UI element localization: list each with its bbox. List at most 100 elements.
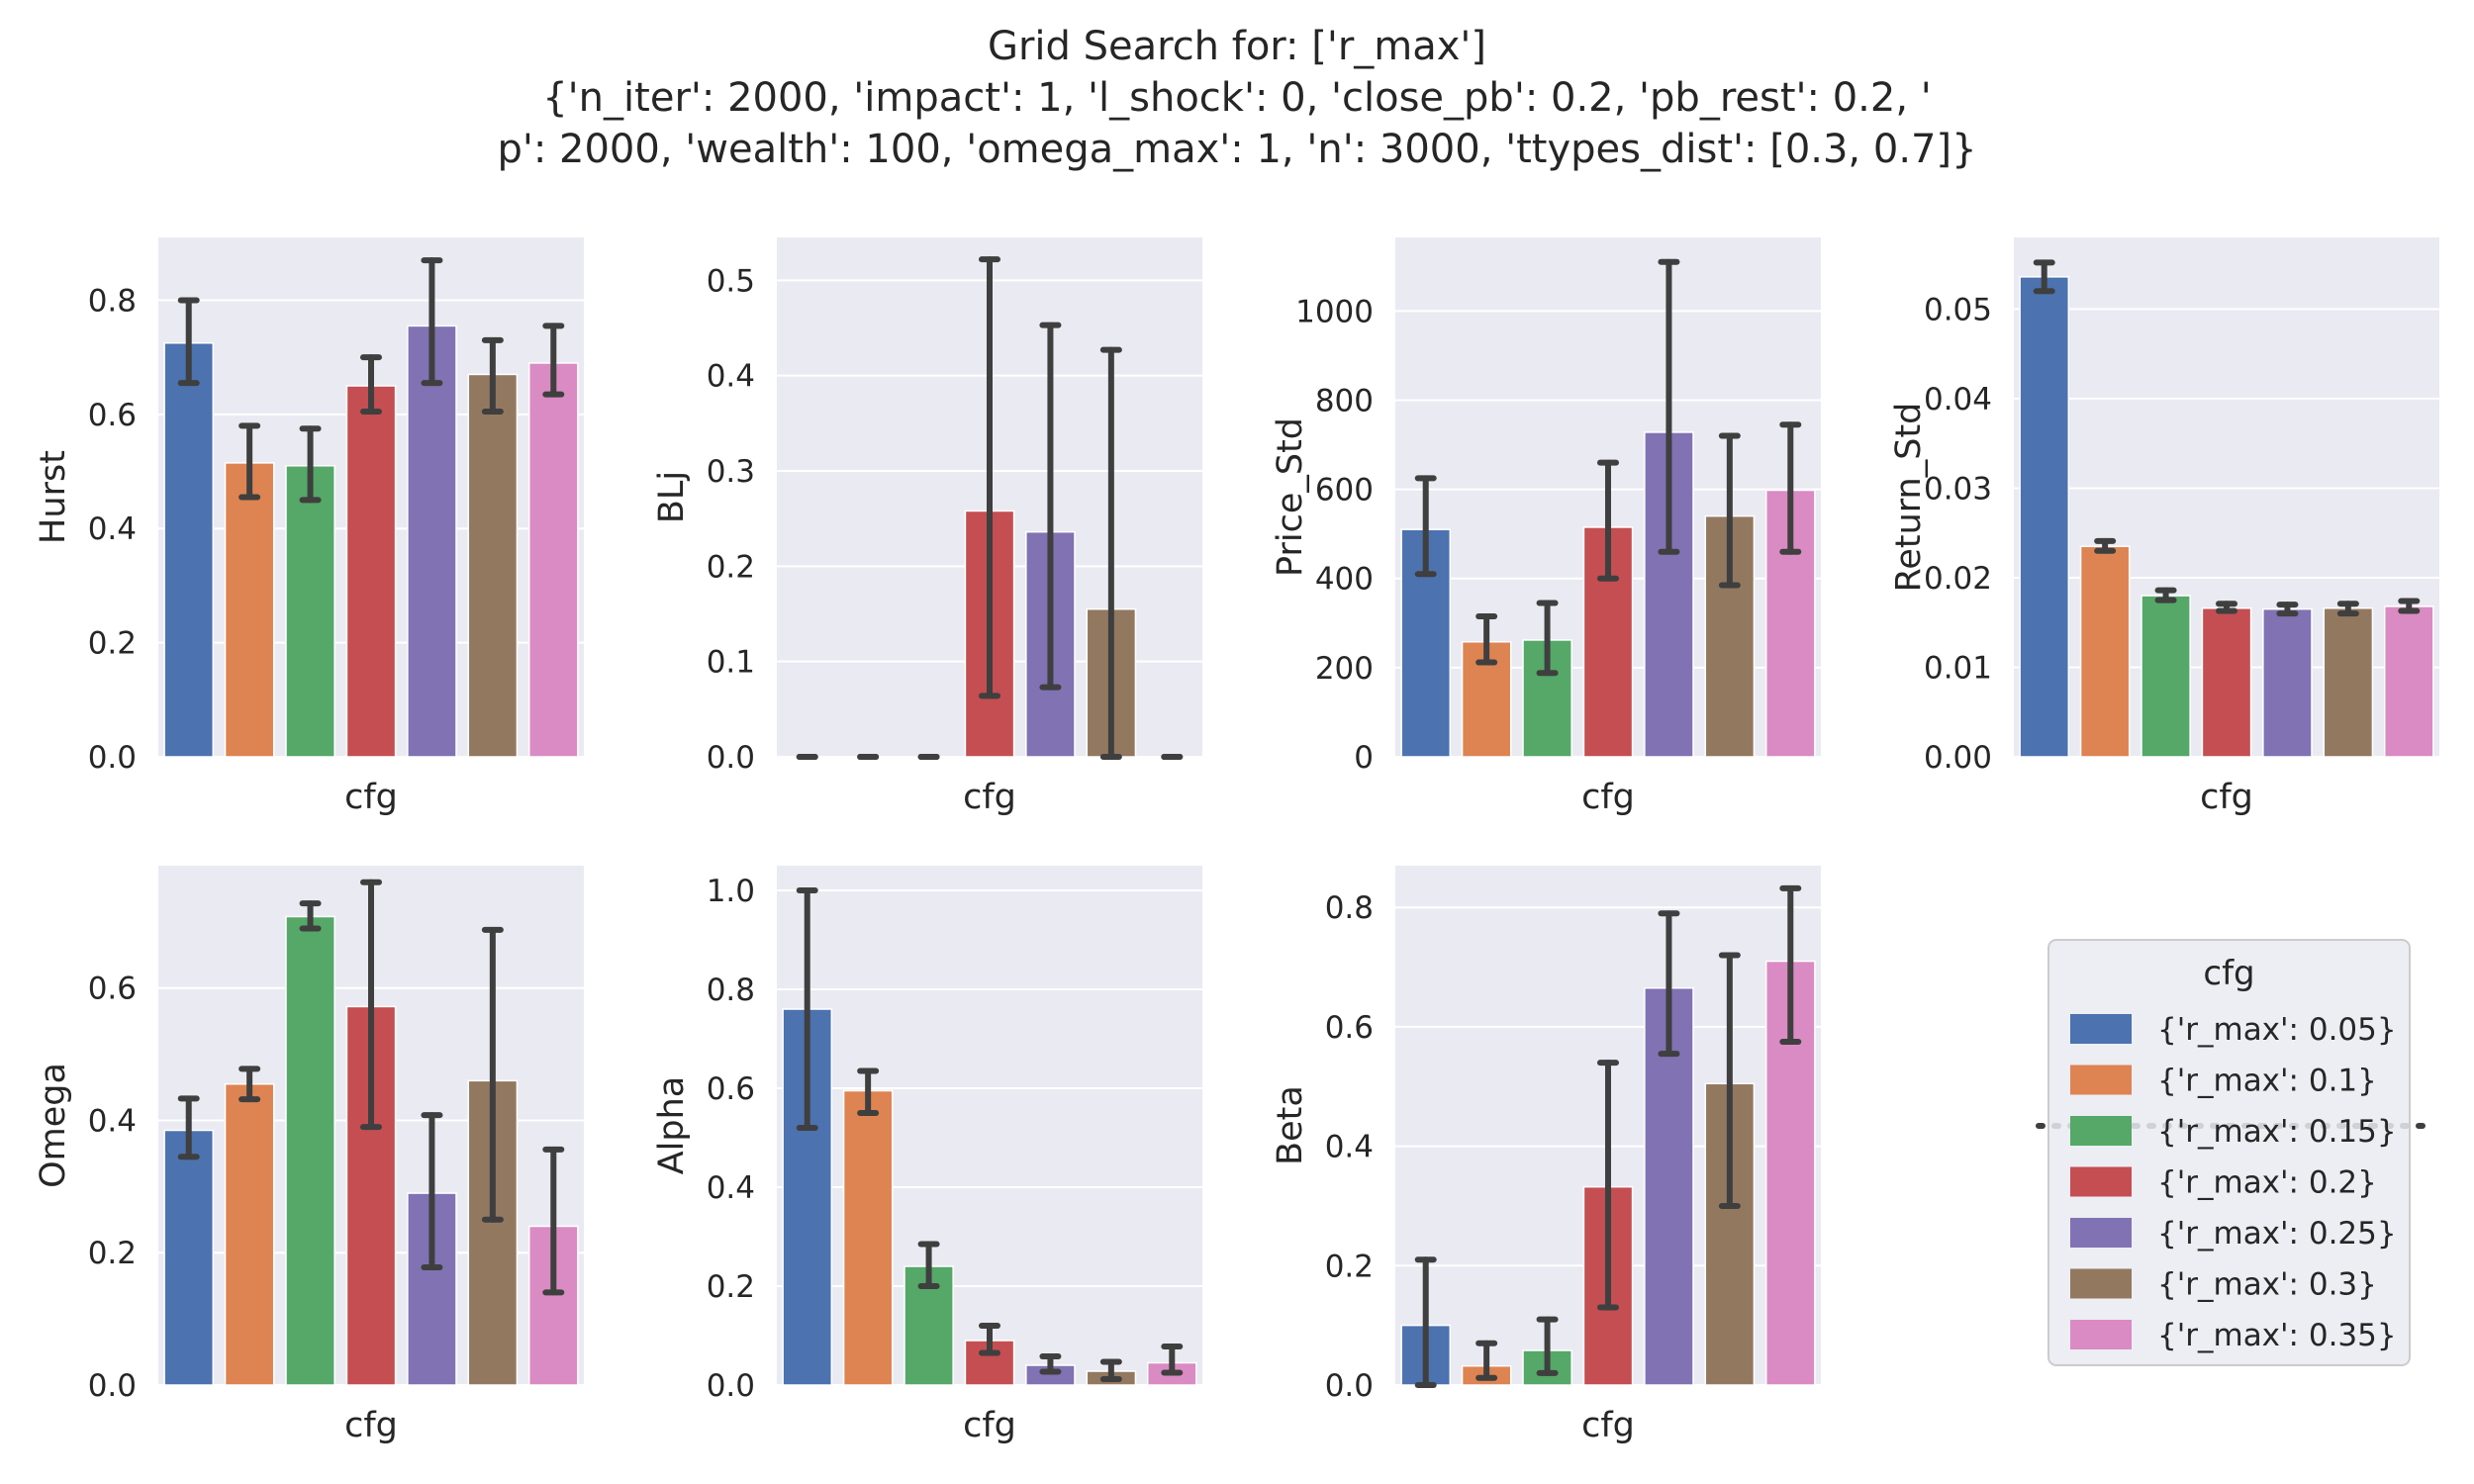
legend-label: {'r_max': 0.1} xyxy=(2157,1064,2377,1099)
y-tick-label: 0.8 xyxy=(1325,890,1374,926)
y-tick-label: 0.02 xyxy=(1924,561,1992,597)
y-axis-label: Price_Std xyxy=(1271,417,1310,577)
y-tick-label: 400 xyxy=(1315,562,1374,598)
y-tick-label: 0.6 xyxy=(88,398,137,433)
y-tick-label: 0.4 xyxy=(1325,1130,1374,1165)
y-axis-label: BLj xyxy=(652,471,692,523)
error-bar xyxy=(1161,1344,1184,1376)
bar xyxy=(224,462,275,758)
y-tick-label: 0.6 xyxy=(1325,1010,1374,1046)
bar xyxy=(163,1129,215,1386)
error-bar xyxy=(1475,1340,1498,1381)
subplot-beta: 0.0 0.2 0.4 0.6 0.8 cfg Beta xyxy=(1271,866,1821,1445)
error-bar xyxy=(1597,459,1619,582)
y-tick-label: 0.2 xyxy=(88,1236,137,1271)
error-bar xyxy=(1779,884,1802,1046)
y-tick-label: 0.2 xyxy=(1325,1249,1374,1284)
y-tick-label: 0.8 xyxy=(707,973,755,1008)
y-tick-label: 0.6 xyxy=(88,972,137,1007)
subplot-alpha: 0.0 0.2 0.4 0.6 0.8 1.0 cfg Alpha xyxy=(652,866,1202,1445)
error-bar xyxy=(481,336,504,415)
legend-label: {'r_max': 0.3} xyxy=(2157,1267,2377,1303)
y-tick-label: 0.8 xyxy=(88,283,137,319)
subplot-omega: 0.0 0.2 0.4 0.6 cfg Omega xyxy=(34,866,584,1445)
y-tick-label: 0.04 xyxy=(1924,382,1992,417)
error-bar xyxy=(1536,600,1559,677)
error-bar xyxy=(177,1095,200,1160)
x-axis-label: cfg xyxy=(344,778,398,817)
error-bar xyxy=(177,297,200,387)
subplot-hurst: 0.0 0.2 0.4 0.6 0.8 cfg Hurst xyxy=(34,237,584,817)
error-bar xyxy=(299,900,322,932)
y-tick-label: 0.2 xyxy=(88,626,137,662)
bar xyxy=(842,1089,894,1386)
suptitle: Grid Search for: ['r_max'] {'n_iter': 20… xyxy=(497,24,1976,172)
y-tick-label: 0.0 xyxy=(707,740,755,776)
x-axis-label: cfg xyxy=(1581,1406,1635,1445)
legend-box xyxy=(2047,939,2411,1366)
legend: cfg {'r_max': 0.05} {'r_max': 0.1} {'r_max'… xyxy=(2036,939,2427,1366)
y-tick-label: 0.01 xyxy=(1924,650,1992,686)
error-bar xyxy=(1536,1316,1559,1376)
bar xyxy=(2201,606,2252,758)
error-bar xyxy=(1099,346,1122,760)
error-bar xyxy=(1597,1060,1619,1311)
y-tick-label: 200 xyxy=(1315,651,1374,687)
x-axis-label: cfg xyxy=(963,778,1016,817)
legend-label: {'r_max': 0.05} xyxy=(2157,1012,2397,1048)
y-tick-label: 600 xyxy=(1315,473,1374,509)
y-axis-label: Omega xyxy=(34,1063,73,1188)
error-bar xyxy=(979,1323,1000,1356)
legend-swatch xyxy=(2070,1320,2132,1349)
error-bar xyxy=(2398,598,2421,614)
error-bar xyxy=(796,887,818,1131)
subplot-blj: 0.0 0.1 0.2 0.3 0.4 0.5 cfg BLj xyxy=(652,237,1202,817)
y-tick-label: 0 xyxy=(1354,740,1374,776)
suptitle-line-1: Grid Search for: ['r_max'] xyxy=(988,24,1486,69)
error-bar xyxy=(2276,602,2299,617)
y-tick-label: 0.4 xyxy=(88,1103,137,1139)
error-bar xyxy=(2216,601,2237,614)
y-axis-label: Return_Std xyxy=(1889,403,1929,593)
y-tick-label: 0.2 xyxy=(707,1269,755,1305)
suptitle-line-2: {'n_iter': 2000, 'impact': 1, 'l_shock':… xyxy=(542,75,1932,121)
y-tick-label: 0.05 xyxy=(1924,292,1992,327)
x-axis-label: cfg xyxy=(963,1406,1016,1445)
y-tick-label: 0.4 xyxy=(707,359,755,395)
error-bar xyxy=(1718,952,1741,1209)
error-bar xyxy=(1414,1256,1437,1388)
error-bar xyxy=(238,422,261,501)
y-tick-label: 0.0 xyxy=(88,740,137,776)
legend-swatch xyxy=(2070,1218,2132,1248)
error-bar xyxy=(857,1067,880,1116)
error-bar xyxy=(1779,421,1802,555)
bar xyxy=(407,325,457,758)
bar xyxy=(224,1082,275,1386)
error-bar xyxy=(421,1112,443,1270)
y-tick-label: 0.3 xyxy=(707,454,755,490)
bar xyxy=(163,341,215,758)
bar xyxy=(2323,606,2374,758)
y-tick-label: 0.00 xyxy=(1924,740,1992,776)
legend-swatch xyxy=(2070,1116,2132,1146)
y-tick-label: 0.0 xyxy=(1325,1368,1374,1404)
y-tick-label: 800 xyxy=(1315,383,1374,418)
y-axis-label: Beta xyxy=(1271,1085,1310,1165)
legend-swatch xyxy=(2070,1065,2132,1095)
subplots: 0.00.20.40.60.8cfgHurst0.00.10.20.30.40.… xyxy=(34,237,2439,1445)
bar xyxy=(345,385,397,758)
x-axis-label: cfg xyxy=(2200,778,2253,817)
y-tick-label: 0.4 xyxy=(707,1170,755,1206)
y-tick-label: 1.0 xyxy=(707,874,755,909)
y-tick-label: 0.0 xyxy=(707,1368,755,1404)
error-bar xyxy=(360,879,382,1131)
bar xyxy=(527,362,579,758)
error-bar xyxy=(1718,432,1741,589)
y-tick-label: 0.5 xyxy=(707,263,755,299)
y-tick-label: 0.4 xyxy=(88,511,137,547)
plot-area xyxy=(777,866,1202,1385)
bar xyxy=(2141,595,2191,758)
y-tick-label: 0.1 xyxy=(707,645,755,681)
error-bar xyxy=(421,257,443,387)
subplot-price_std: 0 200 400 600 800 1000 cfg Price_Std xyxy=(1271,237,1821,817)
